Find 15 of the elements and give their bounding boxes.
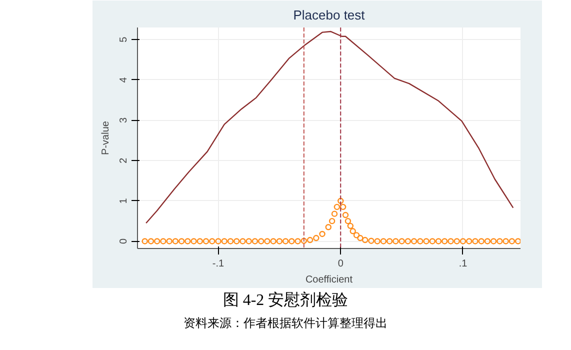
line-series	[145, 30, 514, 224]
y-tick-label: 0	[118, 238, 130, 244]
x-tick-label: .1	[458, 258, 468, 270]
x-tick-label: 0	[338, 258, 344, 270]
chart-title: Placebo test	[293, 8, 366, 22]
x-tick-label: -.1	[212, 258, 225, 270]
y-tick-label: 5	[118, 36, 130, 42]
y-tick-label: 4	[118, 76, 130, 83]
y-tick-label: 2	[118, 157, 130, 164]
text: 资料来源：作者根据软件计算整理得出	[184, 314, 388, 332]
y-tick-label: 1	[118, 198, 130, 204]
caption: 图 4-2 安慰剂检验	[222, 290, 348, 311]
y-tick-label: 3	[118, 117, 130, 124]
y-axis-title: P-value	[100, 120, 112, 155]
x-axis-title: Coefficient	[305, 274, 353, 286]
